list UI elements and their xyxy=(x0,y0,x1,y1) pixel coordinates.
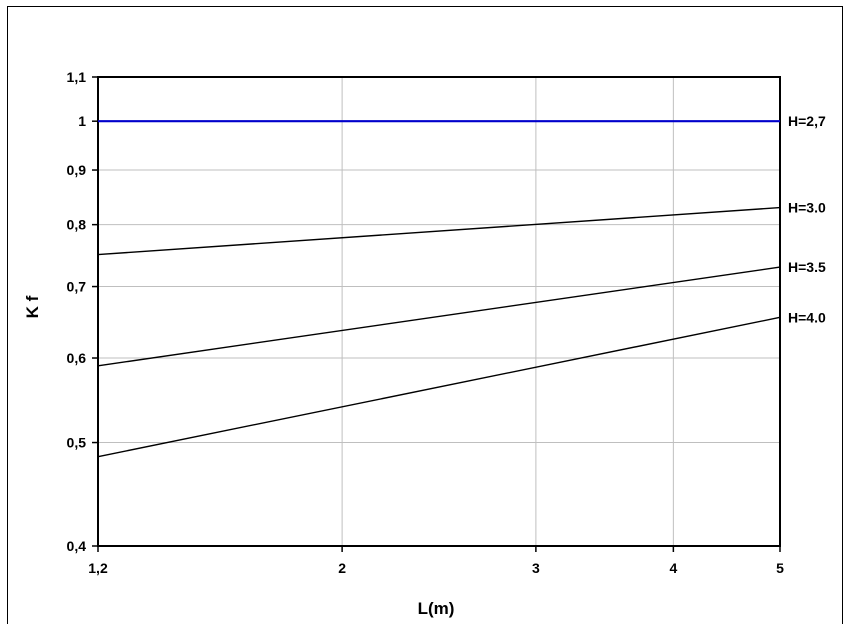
y-tick-label: 0,7 xyxy=(67,279,87,295)
x-tick-label: 3 xyxy=(532,560,540,576)
series-line xyxy=(97,206,781,256)
series-line xyxy=(97,316,781,458)
series-lines xyxy=(97,120,781,458)
chart-frame xyxy=(7,6,843,624)
y-tick-label: 1 xyxy=(78,113,86,129)
y-tick-label: 1,1 xyxy=(67,69,87,85)
grid-lines xyxy=(98,77,780,546)
series-labels: H=2,7 H=3.0 H=3.5 H=4.0 xyxy=(788,113,826,325)
series-label: H=2,7 xyxy=(788,113,826,129)
x-tick-label: 1,2 xyxy=(88,560,108,576)
y-tick-labels: 0,4 0,5 0,6 0,7 0,8 0,9 1 1,1 xyxy=(67,69,87,554)
y-tick-label: 0,4 xyxy=(67,538,87,554)
x-axis-title: L(m) xyxy=(418,599,455,618)
x-tick-label: 2 xyxy=(338,560,346,576)
y-tick-label: 0,6 xyxy=(67,350,87,366)
x-tick-labels: 1,2 2 3 4 5 xyxy=(88,560,784,576)
tick-marks xyxy=(92,76,781,552)
y-tick-label: 0,8 xyxy=(67,217,87,233)
y-axis-title: K f xyxy=(23,295,42,318)
y-tick-label: 0,5 xyxy=(67,435,87,451)
series-label: H=4.0 xyxy=(788,309,826,325)
plot-area xyxy=(97,76,781,547)
x-tick-label: 5 xyxy=(776,560,784,576)
y-tick-label: 0,9 xyxy=(67,162,87,178)
series-label: H=3.0 xyxy=(788,200,826,216)
x-tick-label: 4 xyxy=(669,560,677,576)
series-label: H=3.5 xyxy=(788,259,826,275)
series-line xyxy=(97,266,781,367)
